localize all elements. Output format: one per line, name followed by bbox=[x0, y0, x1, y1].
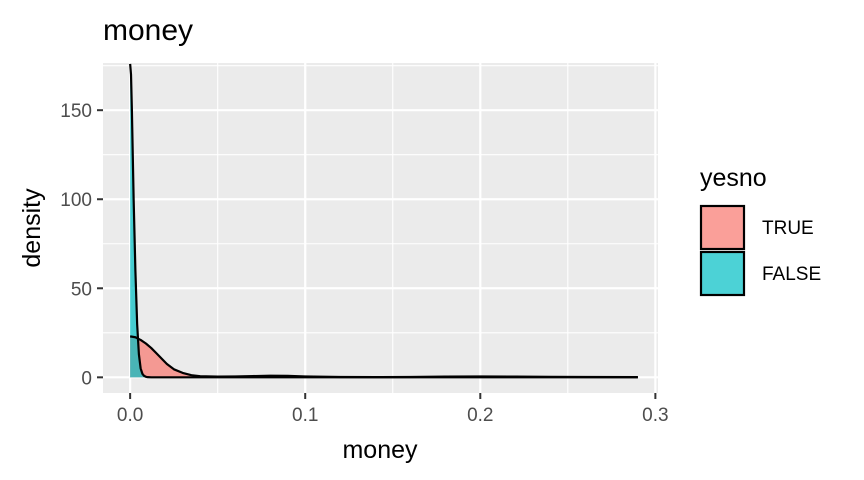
plot-panel bbox=[103, 63, 658, 393]
x-tick-label: 0.2 bbox=[467, 405, 493, 426]
density-line-false bbox=[129, 63, 638, 379]
x-tick-label: 0.3 bbox=[642, 405, 668, 426]
chart-title: money bbox=[103, 14, 193, 47]
y-tick-label: 50 bbox=[71, 279, 92, 300]
x-tick-label: 0.0 bbox=[117, 405, 143, 426]
y-tick-label: 0 bbox=[81, 368, 92, 389]
density-areas bbox=[129, 63, 638, 379]
legend: yesno TRUE FALSE bbox=[699, 164, 821, 297]
x-axis-label: money bbox=[342, 436, 418, 464]
y-axis-label: density bbox=[18, 188, 46, 268]
legend-title: yesno bbox=[700, 164, 767, 192]
y-tick-label: 150 bbox=[60, 101, 92, 122]
legend-label: TRUE bbox=[762, 218, 814, 239]
legend-key-true bbox=[699, 204, 746, 251]
y-tick-label: 100 bbox=[60, 190, 92, 211]
legend-key-false bbox=[699, 250, 746, 297]
axes: 0.0 0.1 0.2 0.3 0 50 100 150 bbox=[60, 101, 668, 426]
legend-label: FALSE bbox=[762, 264, 821, 285]
x-tick-label: 0.1 bbox=[292, 405, 318, 426]
